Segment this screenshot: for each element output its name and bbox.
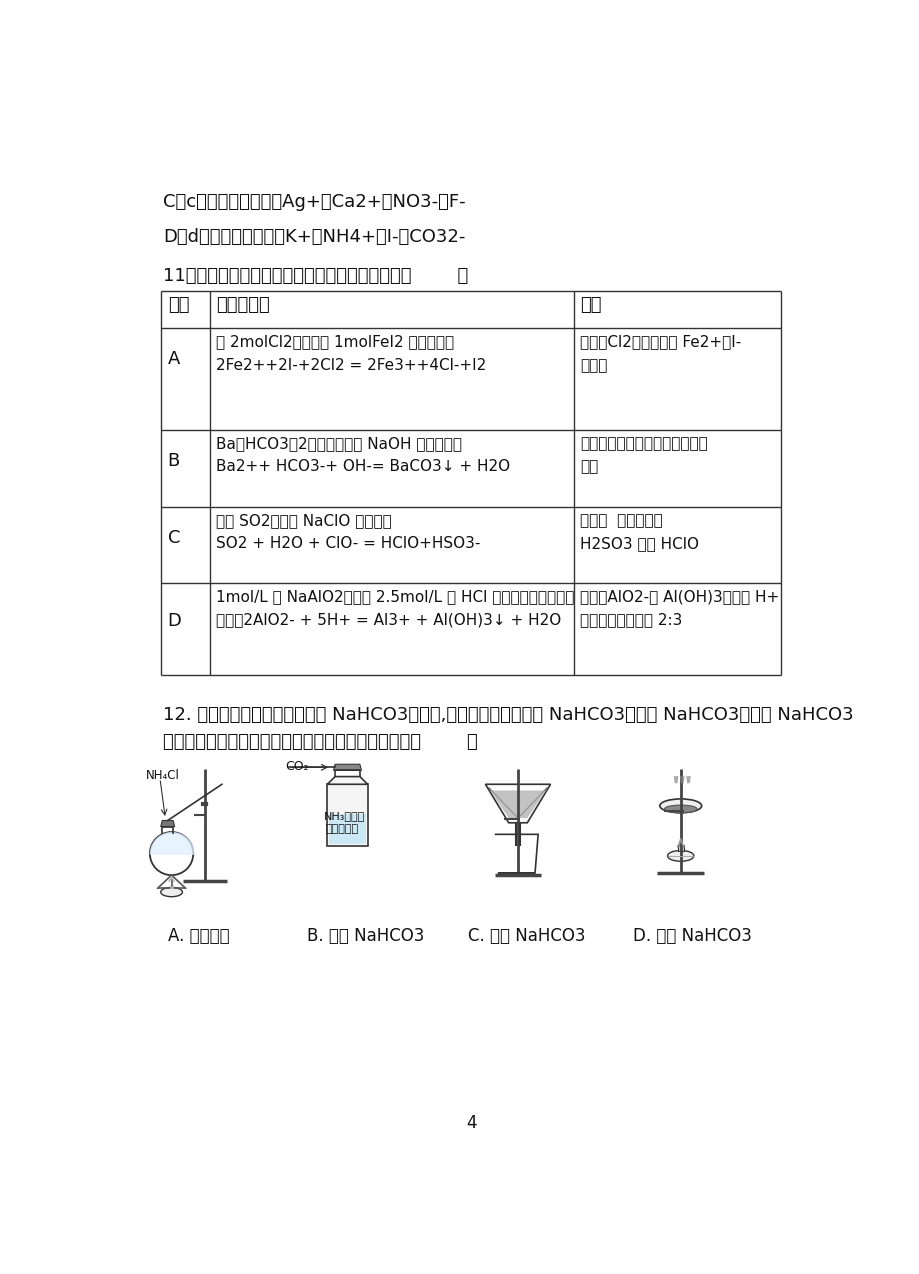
Text: 过量 SO2通入到 NaClO 溶液中：: 过量 SO2通入到 NaClO 溶液中： (216, 513, 391, 529)
Text: B. 制取 NaHCO3: B. 制取 NaHCO3 (307, 926, 424, 945)
Ellipse shape (664, 805, 697, 813)
Text: 选项: 选项 (167, 296, 189, 315)
Text: 评价: 评价 (579, 296, 601, 315)
Text: 离子方程式: 离子方程式 (216, 296, 269, 315)
Text: 正确：AlO2-与 Al(OH)3消耗的 H+: 正确：AlO2-与 Al(OH)3消耗的 H+ (579, 589, 778, 604)
Text: 正确；  说明酸性：: 正确； 说明酸性： (579, 513, 662, 529)
Text: 正确；酸式盐与碱反应生成正盐: 正确；酸式盐与碱反应生成正盐 (579, 436, 707, 451)
Text: 四个步骤，下列图示装置和原理能达到实验目的的是（        ）: 四个步骤，下列图示装置和原理能达到实验目的的是（ ） (163, 733, 477, 750)
Polygon shape (490, 790, 545, 818)
FancyBboxPatch shape (327, 785, 368, 846)
Polygon shape (161, 820, 175, 827)
Text: 均氧化: 均氧化 (579, 358, 607, 373)
Ellipse shape (659, 799, 701, 813)
Text: A. 制取氨气: A. 制取氨气 (167, 926, 229, 945)
Text: 正确；Cl2过量，可将 Fe2+、I-: 正确；Cl2过量，可将 Fe2+、I- (579, 335, 741, 349)
Text: Ba（HCO3）2溶液与足量的 NaOH 溶液反应：: Ba（HCO3）2溶液与足量的 NaOH 溶液反应： (216, 436, 461, 451)
Text: 混合：2AlO2- + 5H+ = Al3+ + Al(OH)3↓ + H2O: 混合：2AlO2- + 5H+ = Al3+ + Al(OH)3↓ + H2O (216, 612, 561, 627)
Text: C．c点对应的溶液中：Ag+、Ca2+、NO3-、F-: C．c点对应的溶液中：Ag+、Ca2+、NO3-、F- (163, 192, 465, 211)
Text: H2SO3 强于 HClO: H2SO3 强于 HClO (579, 536, 698, 552)
Text: 12. 根据侯氏制碱原理制备少量 NaHCO3的实验,经过制取氨气、制取 NaHCO3、分离 NaHCO3、干燥 NaHCO3: 12. 根据侯氏制碱原理制备少量 NaHCO3的实验,经过制取氨气、制取 NaH… (163, 706, 853, 724)
Text: 11．下列离子方程式的书写及评价，均合理的是（        ）: 11．下列离子方程式的书写及评价，均合理的是（ ） (163, 266, 468, 285)
Text: 的物质的量之比为 2:3: 的物质的量之比为 2:3 (579, 612, 682, 627)
Text: NH₄Cl: NH₄Cl (146, 769, 180, 782)
Polygon shape (327, 777, 368, 785)
Text: C: C (167, 529, 180, 547)
Text: NH₃和食盐: NH₃和食盐 (323, 812, 365, 822)
Ellipse shape (161, 888, 182, 897)
Text: CO₂: CO₂ (285, 759, 309, 772)
Ellipse shape (667, 851, 693, 861)
FancyBboxPatch shape (677, 845, 683, 851)
Text: 将 2molCl2通入到含 1molFeI2 的溶液中：: 将 2molCl2通入到含 1molFeI2 的溶液中： (216, 335, 453, 349)
Text: Ba2++ HCO3-+ OH-= BaCO3↓ + H2O: Ba2++ HCO3-+ OH-= BaCO3↓ + H2O (216, 460, 509, 474)
Text: 和水: 和水 (579, 460, 597, 474)
Text: SO2 + H2O + ClO- = HClO+HSO3-: SO2 + H2O + ClO- = HClO+HSO3- (216, 536, 480, 552)
Text: A: A (167, 350, 180, 368)
Polygon shape (334, 764, 361, 771)
Text: 4: 4 (466, 1113, 476, 1131)
Text: 的饱和溶液: 的饱和溶液 (325, 824, 358, 834)
Text: B: B (167, 452, 180, 470)
Text: C. 分离 NaHCO3: C. 分离 NaHCO3 (467, 926, 584, 945)
Text: D: D (167, 612, 181, 629)
Text: 2Fe2++2I-+2Cl2 = 2Fe3++4Cl-+I2: 2Fe2++2I-+2Cl2 = 2Fe3++4Cl-+I2 (216, 358, 485, 373)
Text: D．d点对应的溶液中：K+、NH4+、I-、CO32-: D．d点对应的溶液中：K+、NH4+、I-、CO32- (163, 228, 465, 246)
Text: 1mol/L 的 NaAlO2溶液和 2.5mol/L 的 HCl 溶液等体积互相均匀: 1mol/L 的 NaAlO2溶液和 2.5mol/L 的 HCl 溶液等体积互… (216, 589, 573, 604)
FancyBboxPatch shape (329, 814, 366, 845)
Text: D. 干燥 NaHCO3: D. 干燥 NaHCO3 (632, 926, 751, 945)
